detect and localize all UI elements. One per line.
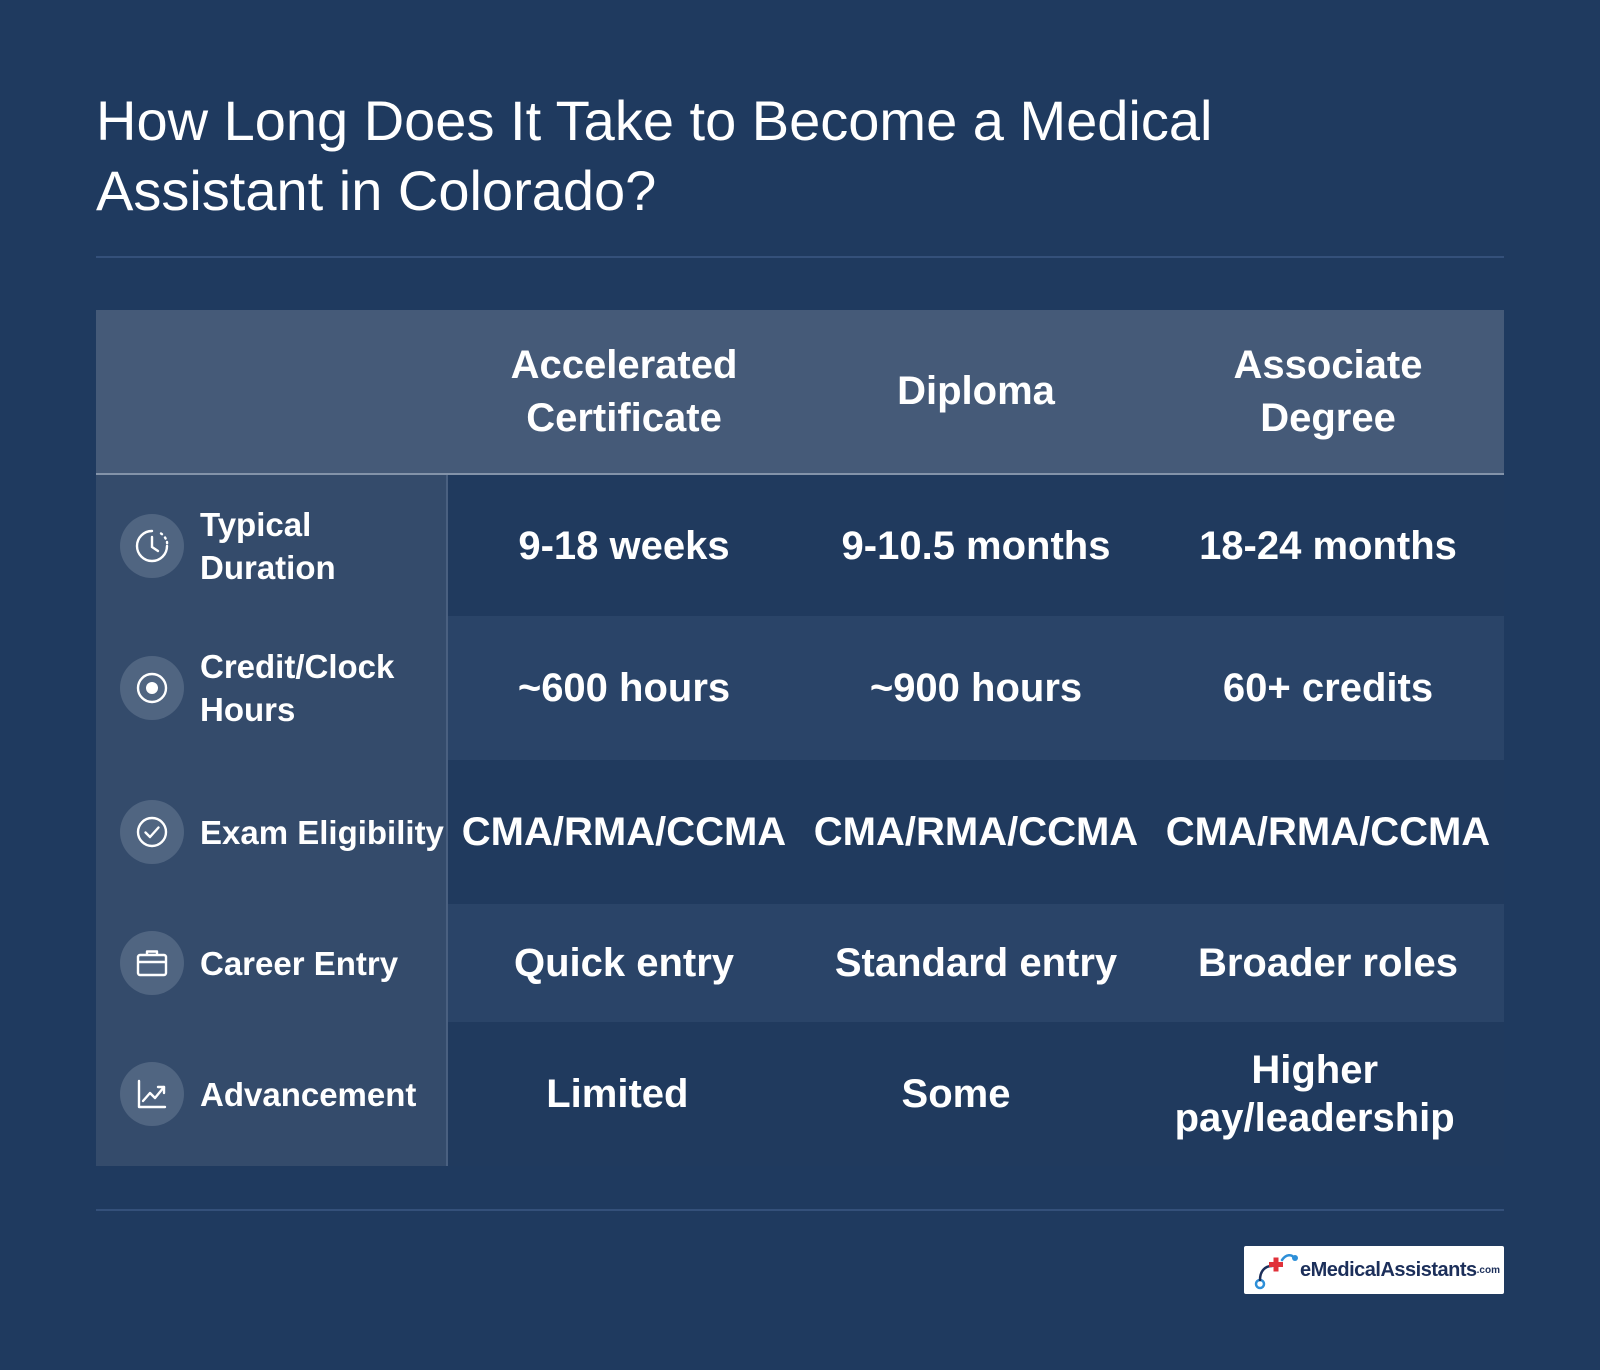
row-label-cell: Advancement: [96, 1022, 448, 1166]
target-icon: [120, 656, 184, 720]
row-label-cell: Career Entry: [96, 904, 448, 1022]
brand-logo: eMedicalAssistants .com: [1244, 1246, 1504, 1294]
table-cell: CMA/RMA/CCMA: [800, 760, 1152, 904]
comparison-table: Accelerated Certificate Diploma Associat…: [96, 310, 1505, 1166]
table-cell: ~600 hours: [448, 616, 800, 760]
page-title: How Long Does It Take to Become a Medica…: [96, 89, 1213, 222]
divider-top: [96, 256, 1504, 258]
table-cell: Some: [786, 1022, 1126, 1166]
table-cell: Quick entry: [448, 904, 800, 1022]
table-cell: CMA/RMA/CCMA: [1152, 760, 1504, 904]
table-row-career-entry: Career Entry Quick entry Standard entry …: [96, 904, 1504, 1022]
row-label: Exam Eligibility: [200, 813, 444, 851]
divider-bottom: [96, 1209, 1504, 1211]
column-header-accelerated-certificate: Accelerated Certificate: [510, 342, 738, 440]
row-label-cell: Exam Eligibility: [96, 760, 448, 904]
header-corner: [96, 310, 448, 473]
table-row-exam-eligibility: Exam Eligibility CMA/RMA/CCMA CMA/RMA/CC…: [96, 760, 1504, 904]
clock-icon: [120, 513, 184, 578]
row-label: Typical Duration: [200, 505, 336, 586]
table-cell: Limited: [448, 1022, 787, 1166]
row-label-cell: Credit/Clock Hours: [96, 616, 448, 760]
check-circle-icon: [120, 800, 184, 864]
logo-brand-text: eMedicalAssistants: [1300, 1258, 1477, 1281]
table-row-credit-clock-hours: Credit/Clock Hours ~600 hours ~900 hours…: [96, 616, 1504, 760]
table-cell: Standard entry: [800, 904, 1152, 1022]
row-label: Advancement: [200, 1075, 417, 1113]
briefcase-icon: [120, 931, 184, 995]
table-cell: 18-24 months: [1152, 475, 1504, 616]
table-cell: Broader roles: [1152, 904, 1504, 1022]
row-label: Credit/Clock Hours: [200, 648, 395, 728]
table-row-advancement: Advancement Limited Some Higher pay/lead…: [96, 1022, 1505, 1166]
table-cell: Higher pay/leadership: [1125, 1022, 1505, 1166]
table-cell: 9-18 weeks: [448, 475, 800, 616]
table-cell: 9-10.5 months: [800, 475, 1152, 616]
row-label: Career Entry: [200, 944, 399, 982]
row-label-cell: Typical Duration: [96, 475, 448, 616]
stethoscope-cross-icon: [1254, 1254, 1298, 1290]
logo-tld-text: .com: [1476, 1264, 1500, 1276]
trend-chart-icon: [120, 1062, 184, 1126]
table-cell: 60+ credits: [1152, 616, 1504, 760]
table-cell: CMA/RMA/CCMA: [448, 760, 800, 904]
table-row-typical-duration: Typical Duration 9-18 weeks 9-10.5 month…: [96, 475, 1504, 616]
table-cell: ~900 hours: [800, 616, 1152, 760]
table-header: Accelerated Certificate Diploma Associat…: [96, 310, 1504, 475]
column-header-associate-degree: Associate Degree: [1233, 342, 1423, 440]
column-header-diploma: Diploma: [897, 369, 1055, 413]
